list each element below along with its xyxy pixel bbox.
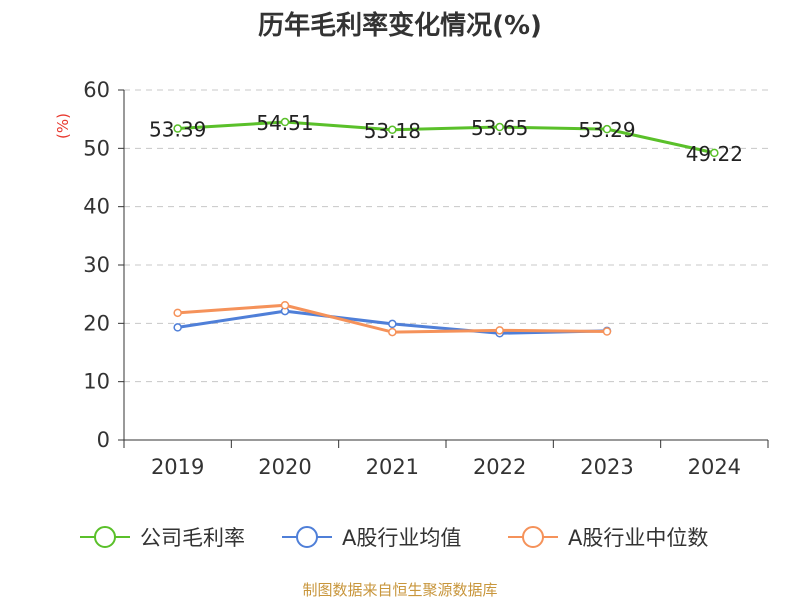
data-point: [173, 124, 182, 133]
data-point: [388, 319, 397, 329]
data-point: [388, 125, 397, 135]
data-point: [710, 148, 719, 158]
legend-marker-2[interactable]: [522, 526, 544, 548]
data-point: [388, 327, 397, 337]
x-tick-label: 2019: [151, 455, 204, 479]
gridlines: [124, 89, 768, 383]
data-label: 53.39: [149, 118, 206, 142]
x-tick-label: 2024: [688, 455, 741, 479]
data-label: 54.51: [256, 111, 313, 135]
legend-label-1[interactable]: A股行业均值: [342, 526, 461, 550]
axes: 0 10 20 30 40 50 60 2019 2020 2021 2022 2023 2024: [83, 78, 769, 479]
x-tick-label: 2020: [258, 455, 311, 479]
x-tick-label: 2021: [366, 455, 419, 479]
legend-label-0[interactable]: 公司毛利率: [140, 526, 245, 550]
y-tick-label: 30: [83, 253, 110, 277]
x-tick-label: 2022: [473, 455, 526, 479]
chart-title: 历年毛利率变化情况(%): [258, 10, 542, 41]
data-point: [173, 323, 182, 332]
y-tick-label: 10: [83, 370, 110, 394]
data-point: [495, 326, 504, 335]
series-line-0: [177, 120, 715, 155]
legend[interactable]: 公司毛利率 A股行业均值 A股行业中位数: [80, 526, 708, 550]
data-label: 53.18: [364, 119, 421, 143]
data-label: 49.22: [686, 142, 743, 166]
data-label: 53.29: [578, 118, 635, 142]
data-point: [173, 308, 182, 318]
data-labels: 53.39 54.51 53.18 53.65 53.29 49.22: [149, 111, 743, 166]
data-point: [280, 301, 290, 310]
data-point: [495, 122, 504, 132]
data-point: [280, 117, 290, 127]
y-tick-label: 0: [97, 428, 110, 452]
data-point: [602, 327, 612, 336]
series-group: [173, 117, 719, 338]
legend-label-2[interactable]: A股行业中位数: [568, 526, 708, 550]
y-tick-label: 60: [83, 78, 110, 102]
data-point: [602, 124, 612, 134]
source-note: 制图数据来自恒生聚源数据库: [302, 581, 497, 599]
legend-marker-1[interactable]: [296, 526, 318, 548]
data-label: 53.65: [471, 116, 528, 140]
y-tick-label: 50: [83, 136, 110, 160]
x-tick-label: 2023: [580, 455, 633, 479]
y-tick-label: 40: [83, 195, 110, 219]
y-axis-unit: (%): [54, 113, 72, 139]
y-tick-label: 20: [83, 311, 110, 335]
legend-marker-0[interactable]: [94, 526, 116, 548]
